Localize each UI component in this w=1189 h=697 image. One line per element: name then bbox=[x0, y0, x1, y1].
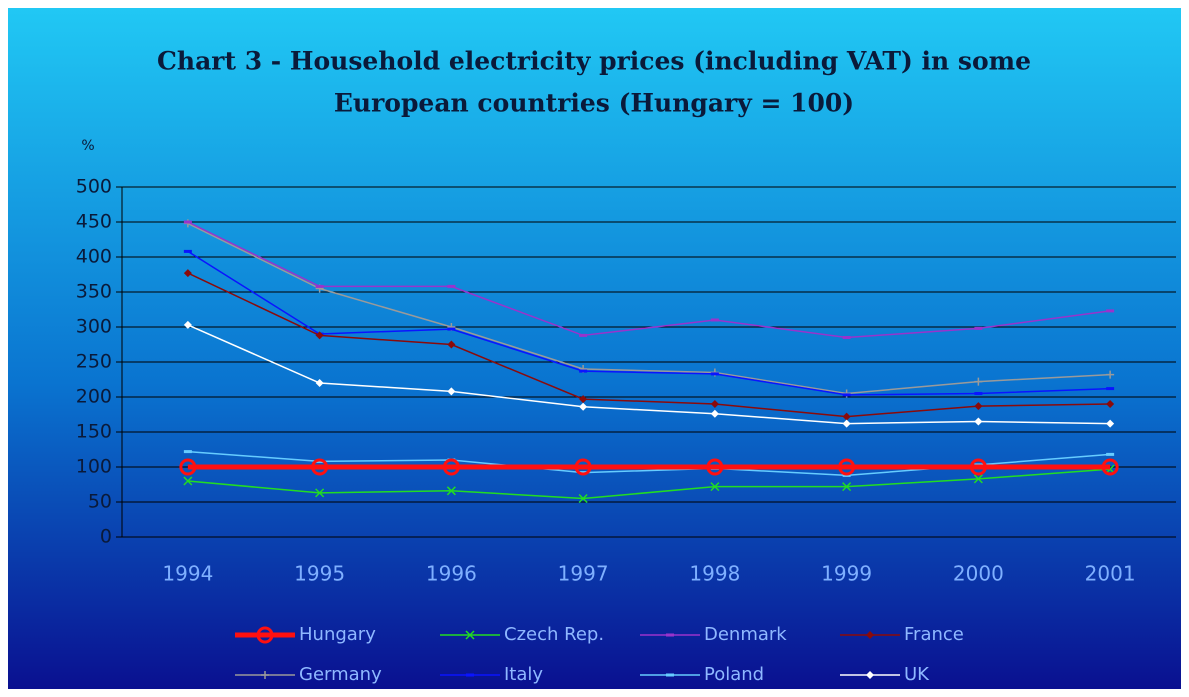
marker bbox=[447, 387, 456, 396]
marker bbox=[842, 419, 851, 428]
x-tick-label: 1999 bbox=[821, 562, 872, 586]
marker bbox=[579, 395, 588, 404]
marker bbox=[866, 671, 874, 679]
marker bbox=[666, 633, 674, 637]
x-tick-label: 2000 bbox=[953, 562, 1004, 586]
marker bbox=[1106, 400, 1115, 408]
legend-label: Poland bbox=[704, 664, 764, 685]
y-tick-label: 500 bbox=[76, 176, 112, 198]
legend-label: Italy bbox=[504, 664, 543, 685]
y-tick-label: 150 bbox=[76, 421, 112, 443]
marker bbox=[183, 450, 192, 454]
marker bbox=[710, 372, 719, 376]
line bbox=[187, 221, 1111, 339]
y-tick-label: 300 bbox=[76, 316, 112, 338]
chart-subtitle: European countries (Hungary = 100) bbox=[334, 89, 854, 118]
line bbox=[187, 222, 1111, 395]
marker bbox=[866, 631, 874, 639]
marker bbox=[579, 333, 588, 337]
marker bbox=[838, 458, 856, 476]
y-tick-label: 100 bbox=[76, 456, 112, 478]
y-tick-label: 350 bbox=[76, 281, 112, 303]
marker bbox=[710, 409, 719, 418]
marker bbox=[842, 412, 851, 421]
marker bbox=[315, 284, 324, 288]
marker bbox=[183, 476, 193, 486]
marker bbox=[465, 630, 475, 640]
marker bbox=[315, 331, 324, 340]
y-tick-label: 200 bbox=[76, 386, 112, 408]
y-tick-label: 250 bbox=[76, 351, 112, 373]
marker bbox=[974, 417, 983, 426]
marker bbox=[179, 458, 197, 476]
legend-label: Hungary bbox=[299, 624, 376, 645]
legend-label: Germany bbox=[299, 664, 382, 685]
marker bbox=[1106, 309, 1115, 313]
line bbox=[187, 468, 1111, 500]
marker bbox=[183, 249, 192, 253]
marker bbox=[447, 340, 456, 349]
chart-title: Chart 3 - Household electricity prices (… bbox=[157, 47, 1031, 76]
marker bbox=[183, 269, 192, 278]
marker bbox=[256, 626, 274, 644]
x-tick-label: 1996 bbox=[426, 562, 477, 586]
marker bbox=[974, 326, 983, 330]
marker bbox=[447, 327, 456, 331]
marker bbox=[1106, 370, 1115, 379]
marker bbox=[1106, 387, 1115, 391]
legend-label: France bbox=[904, 624, 964, 645]
marker bbox=[710, 318, 719, 322]
y-axis-label: % bbox=[81, 138, 94, 154]
marker bbox=[315, 488, 325, 498]
marker bbox=[842, 336, 851, 339]
y-tick-label: 450 bbox=[76, 211, 112, 233]
line bbox=[187, 272, 1111, 418]
legend-label: Czech Rep. bbox=[504, 624, 604, 645]
marker bbox=[706, 458, 724, 476]
marker bbox=[579, 402, 588, 411]
marker bbox=[311, 458, 329, 476]
marker bbox=[974, 377, 983, 386]
marker bbox=[447, 284, 456, 288]
x-tick-label: 2001 bbox=[1085, 562, 1136, 586]
marker bbox=[261, 671, 269, 679]
legend-label: UK bbox=[904, 664, 930, 685]
marker bbox=[710, 482, 720, 492]
marker bbox=[842, 393, 851, 397]
marker bbox=[1106, 419, 1115, 428]
x-tick-label: 1994 bbox=[162, 562, 213, 586]
marker bbox=[579, 369, 588, 373]
marker bbox=[578, 493, 588, 504]
marker bbox=[574, 458, 592, 476]
y-tick-label: 0 bbox=[100, 526, 112, 548]
marker bbox=[1106, 452, 1115, 456]
marker bbox=[710, 400, 719, 408]
marker bbox=[974, 392, 983, 395]
marker bbox=[1101, 458, 1119, 476]
marker bbox=[315, 379, 324, 387]
marker bbox=[974, 402, 983, 411]
legend-label: Denmark bbox=[704, 624, 787, 645]
marker bbox=[842, 482, 852, 492]
x-tick-label: 1997 bbox=[558, 562, 609, 586]
marker bbox=[666, 673, 674, 677]
background bbox=[8, 8, 1181, 689]
y-tick-label: 400 bbox=[76, 246, 112, 268]
marker bbox=[446, 486, 456, 496]
marker bbox=[442, 458, 460, 476]
marker bbox=[466, 673, 474, 677]
line bbox=[187, 324, 1111, 425]
marker bbox=[973, 474, 983, 484]
marker bbox=[969, 458, 987, 476]
line bbox=[187, 250, 1111, 396]
y-tick-label: 50 bbox=[88, 491, 112, 513]
x-tick-label: 1995 bbox=[294, 562, 345, 586]
marker bbox=[183, 220, 192, 224]
x-tick-label: 1998 bbox=[689, 562, 740, 586]
marker bbox=[183, 320, 192, 329]
